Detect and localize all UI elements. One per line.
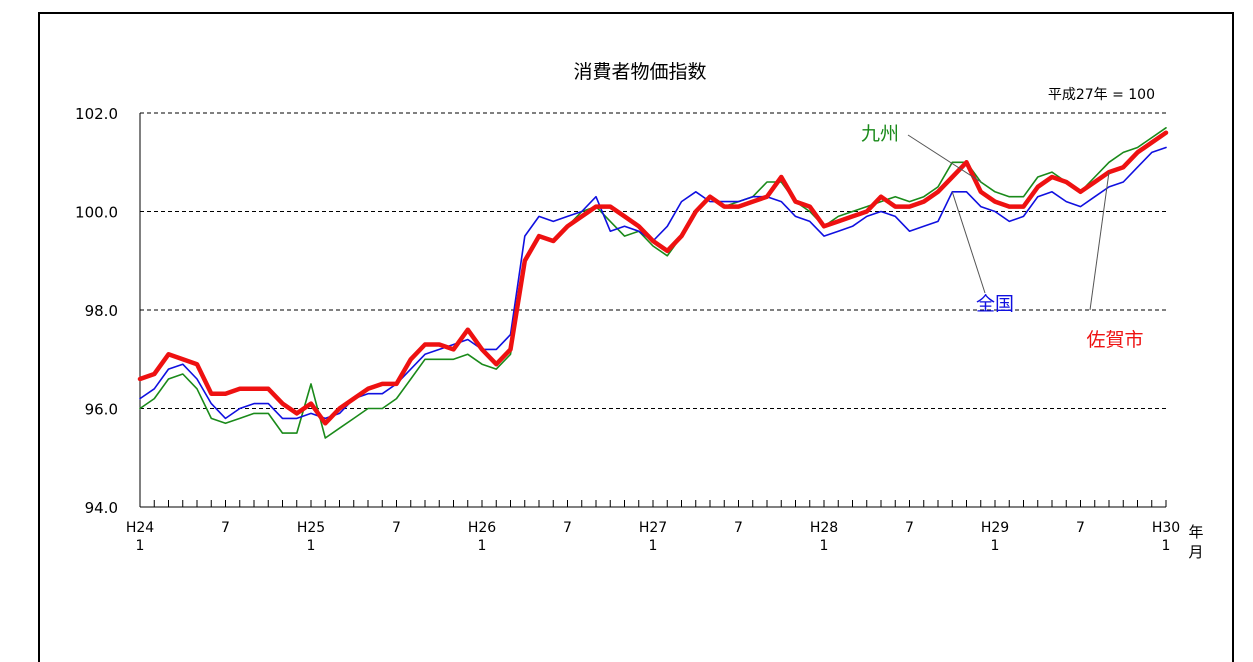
- x-tick-label-0: H24: [126, 520, 154, 536]
- x-tick-sublabel-12: 1: [1162, 538, 1171, 554]
- series-line-2: [137, 130, 1169, 426]
- x-tick-label-5: 7: [563, 520, 572, 536]
- x-tick-label-2: H25: [297, 520, 325, 536]
- x-tick-sublabel-10: 1: [991, 538, 1000, 554]
- x-tick-label-7: 7: [734, 520, 743, 536]
- chart-title: 消費者物価指数: [573, 61, 706, 83]
- leader-line-0: [907, 134, 982, 183]
- x-tick-sublabel-0: 1: [136, 538, 145, 554]
- x-tick-labels: H24 1 7 H25 1 7 H26 1 7 H27 1 7 H28 1 7 H29 1 7 H30 1: [126, 520, 1180, 554]
- x-tick-sublabel-8: 1: [820, 538, 829, 554]
- axes: [139, 113, 1167, 508]
- x-tick-label-4: H26: [468, 520, 496, 536]
- y-tick-label-4: 102.0: [75, 105, 118, 123]
- x-unit-month: 月: [1188, 543, 1203, 561]
- leader-line-2: [1089, 172, 1110, 311]
- x-tick-sublabel-4: 1: [478, 538, 487, 554]
- chart-frame: [38, 12, 1234, 662]
- index-base-note: 平成27年 = 100: [1048, 87, 1155, 103]
- y-tick-label-0: 94.0: [85, 499, 118, 517]
- series-label-0: 九州: [861, 123, 899, 145]
- x-tick-label-10: H29: [981, 520, 1009, 536]
- grid-lines: [140, 112, 1166, 409]
- x-tick-label-12: H30: [1152, 520, 1180, 536]
- x-tick-sublabel-2: 1: [307, 538, 316, 554]
- x-tick-label-6: H27: [639, 520, 667, 536]
- x-tick-label-9: 7: [905, 520, 914, 536]
- y-tick-label-1: 96.0: [85, 401, 118, 419]
- y-tick-label-2: 98.0: [85, 302, 118, 320]
- series-line-1: [139, 146, 1167, 420]
- x-tick-label-8: H28: [810, 520, 838, 536]
- series-line-0: [139, 127, 1167, 439]
- series-label-2: 佐賀市: [1086, 329, 1143, 351]
- series-lines: [137, 127, 1169, 439]
- x-tick-label-11: 7: [1076, 520, 1085, 536]
- x-unit-year: 年: [1188, 523, 1203, 541]
- x-tick-label-1: 7: [221, 520, 230, 536]
- y-tick-labels: 94.0 96.0 98.0 100.0 102.0: [75, 105, 118, 517]
- series-label-1: 全国: [976, 293, 1014, 315]
- x-tick-sublabel-6: 1: [649, 538, 658, 554]
- leader-line-1: [951, 191, 986, 294]
- y-tick-label-3: 100.0: [75, 204, 118, 222]
- x-tick-label-3: 7: [392, 520, 401, 536]
